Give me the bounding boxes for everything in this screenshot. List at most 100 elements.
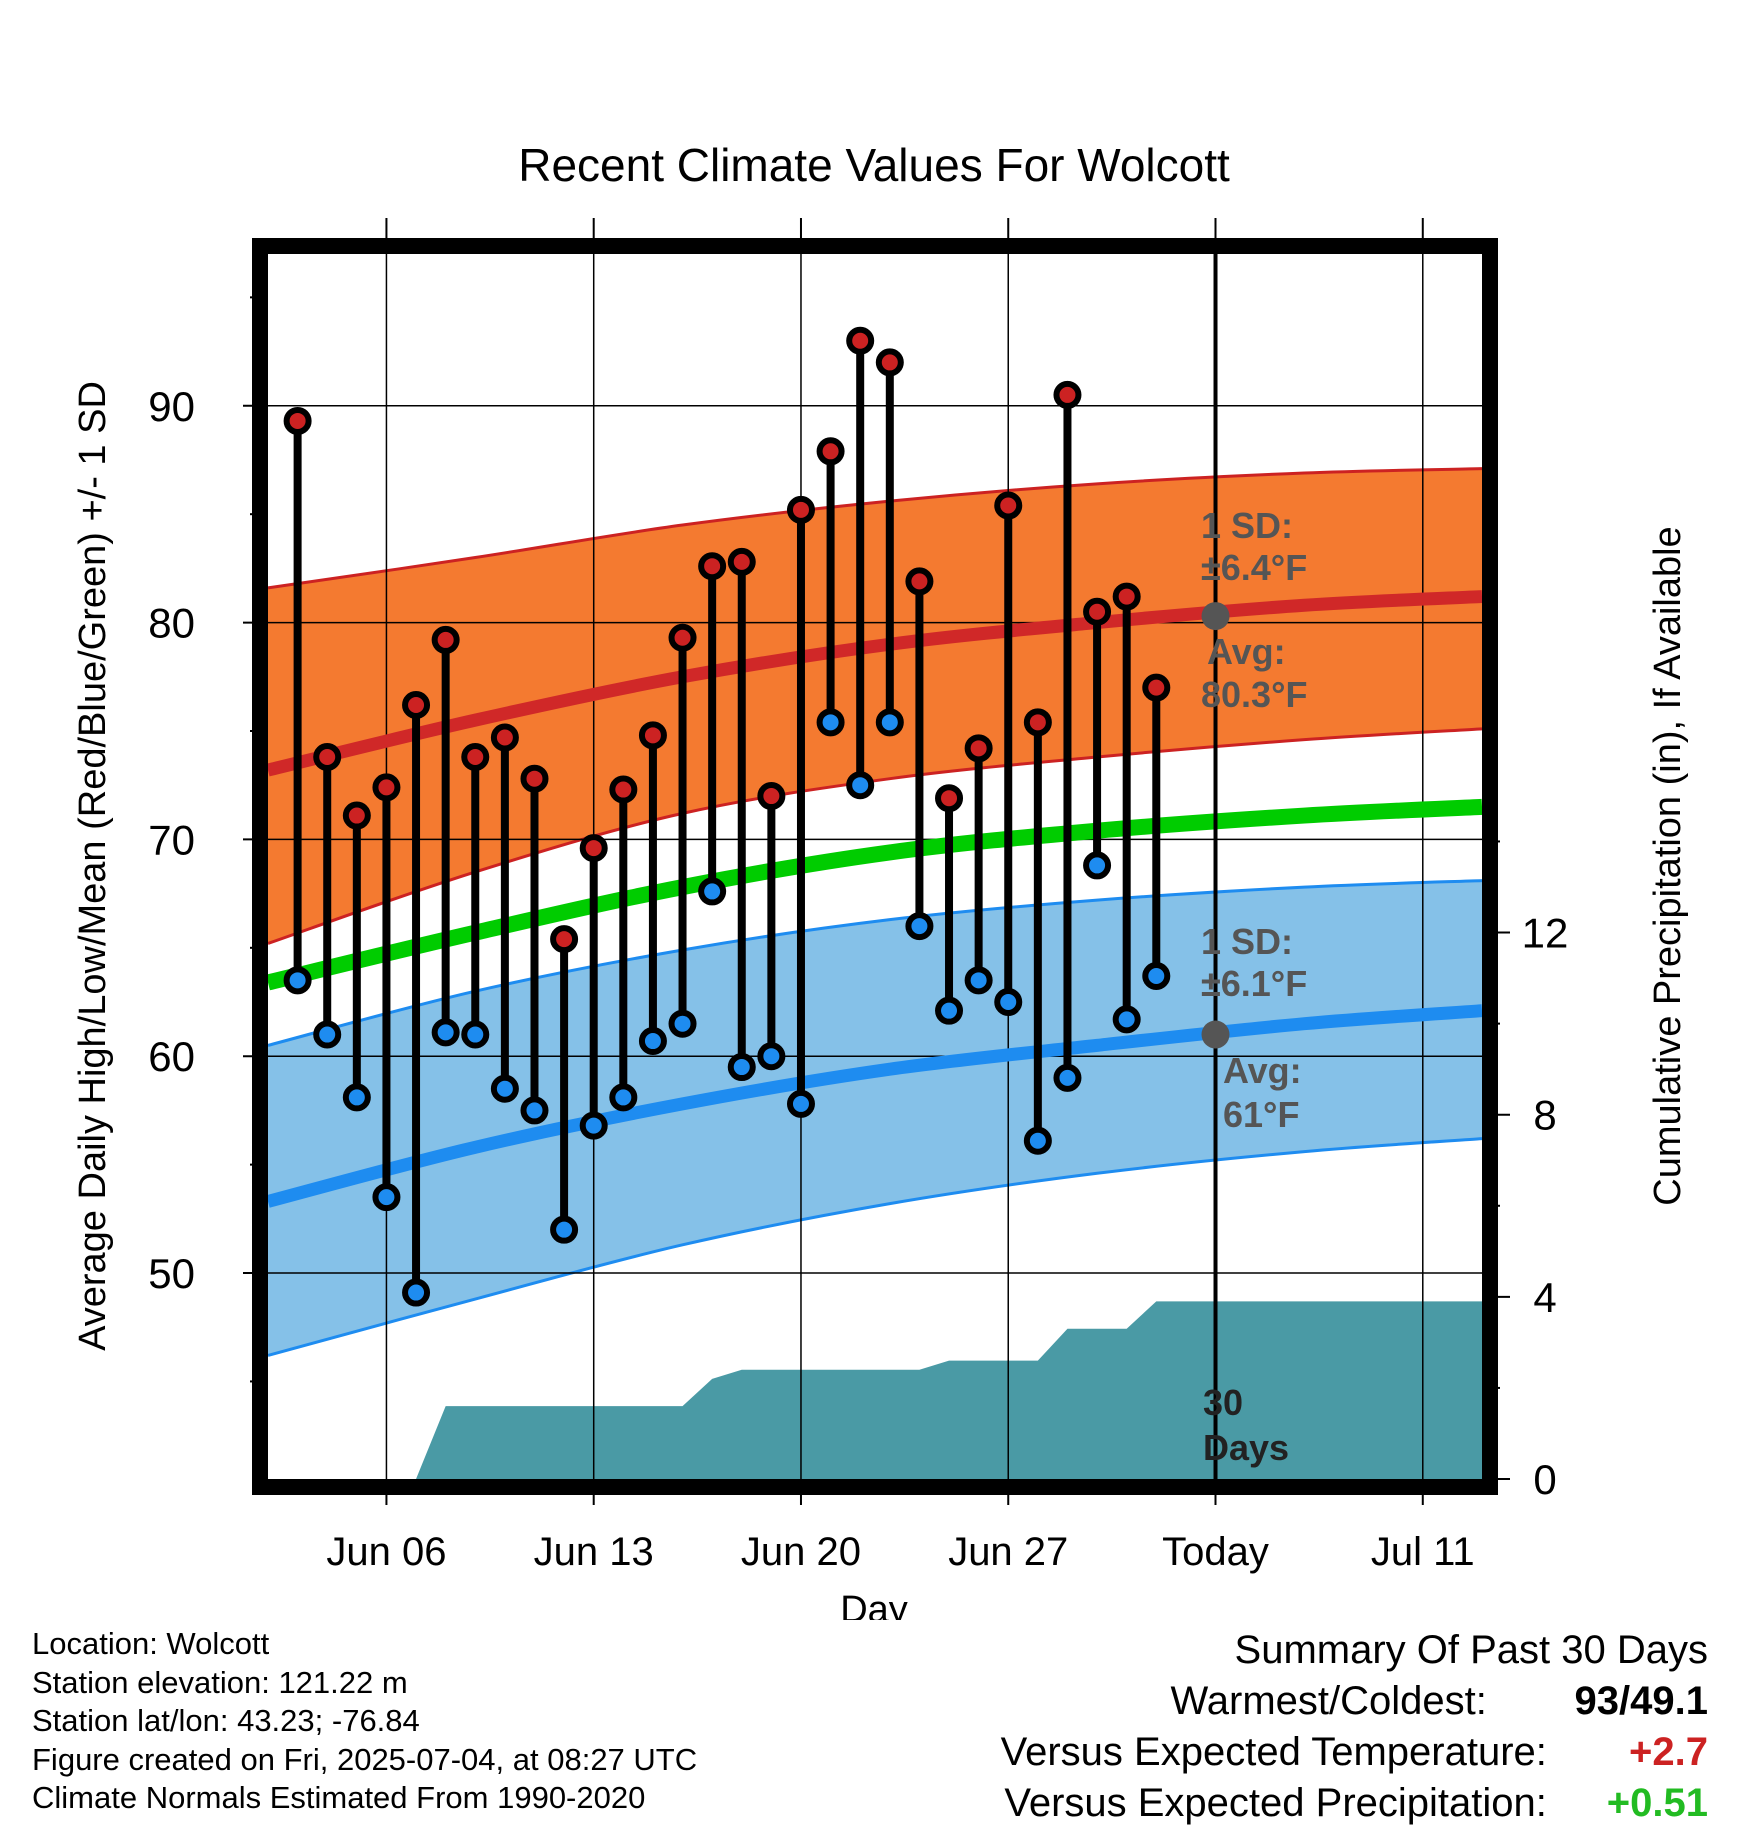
- high-dot-2025-06-06: [372, 773, 401, 802]
- high-dot-2025-06-05: [342, 801, 371, 830]
- summary-warm-cold: Warmest/Coldest: 93/49.1: [1001, 1676, 1709, 1727]
- high-dot-2025-06-13: [579, 834, 608, 863]
- today-marker: [1201, 254, 1230, 1479]
- high-dot-2025-06-28: [1023, 708, 1052, 737]
- low-dot-2025-06-12: [550, 1215, 579, 1244]
- y2-tick-label-4: 4: [1533, 1274, 1556, 1321]
- y-tick-label-50: 50: [148, 1250, 195, 1297]
- summary-title: Summary Of Past 30 Days: [1234, 1628, 1708, 1672]
- low-sd-title: 1 SD:: [1201, 921, 1293, 962]
- low-avg-value: 61°F: [1223, 1094, 1299, 1135]
- low-avg-title: Avg:: [1223, 1050, 1302, 1091]
- climate-normals-note: Climate Normals Estimated From 1990-2020: [32, 1780, 646, 1815]
- high-dot-2025-06-14: [609, 775, 638, 804]
- low-dot-2025-06-29: [1053, 1063, 1082, 1092]
- low-dot-2025-06-13: [579, 1111, 608, 1140]
- low-normal-line: [266, 1004, 1483, 1208]
- low-dot-2025-06-03: [283, 966, 312, 995]
- low-dot-2025-06-28: [1023, 1126, 1052, 1155]
- high-dot-2025-06-26: [964, 734, 993, 763]
- high-avg-marker: [1201, 602, 1230, 631]
- low-dot-2025-06-16: [668, 1009, 697, 1038]
- daily-range-sticks: [293, 340, 1161, 1293]
- axes: 50 60 70 80 90 0 4 8 12 Jun 06 Jun 13 Jun 20 Jun 27 T…: [148, 218, 1568, 1574]
- days-word: Days: [1203, 1427, 1289, 1468]
- low-dot-2025-06-30: [1083, 851, 1112, 880]
- high-dot-2025-06-19: [757, 782, 786, 811]
- low-sd-band: [268, 880, 1482, 1356]
- x-tick-label-2025-07-11: Jul 11: [1371, 1530, 1475, 1574]
- summary-temp: Versus Expected Temperature: +2.7: [1001, 1727, 1708, 1778]
- y2-axis-label: Cumulative Precipitation (in), If Availa…: [1647, 526, 1689, 1205]
- high-dot-2025-06-24: [905, 567, 934, 596]
- low-dot-2025-06-05: [342, 1083, 371, 1112]
- low-dot-2025-06-04: [313, 1020, 342, 1049]
- station-location: Location: Wolcott: [32, 1626, 270, 1661]
- high-dot-2025-06-29: [1053, 380, 1082, 409]
- low-dot-2025-06-14: [609, 1083, 638, 1112]
- high-sd-title: 1 SD:: [1201, 505, 1293, 546]
- low-sd-value: ±6.1°F: [1201, 963, 1307, 1004]
- precipitation-area: [416, 1301, 1482, 1479]
- high-dot-2025-06-10: [490, 723, 519, 752]
- x-tick-label-2025-06-27: Jun 27: [948, 1530, 1068, 1574]
- high-dot-2025-06-11: [520, 764, 549, 793]
- high-dot-2025-06-22: [846, 326, 875, 355]
- low-dot-2025-06-25: [935, 996, 964, 1025]
- y-tick-label-90: 90: [148, 383, 195, 430]
- warm-cold-label: Warmest/Coldest:: [1170, 1679, 1487, 1723]
- high-dot-2025-07-02: [1142, 673, 1171, 702]
- plot-frame: [252, 238, 1498, 1495]
- precipitation-cumulative-area: [416, 1301, 1482, 1479]
- low-dot-2025-06-18: [727, 1053, 756, 1082]
- high-dot-2025-06-03: [283, 406, 312, 435]
- x-tick-label-2025-07-04: Today: [1162, 1530, 1269, 1574]
- high-sd-value: ±6.4°F: [1201, 547, 1307, 588]
- low-dot-2025-06-07: [402, 1278, 431, 1307]
- high-dot-2025-06-18: [727, 547, 756, 576]
- low-dot-2025-06-09: [461, 1020, 490, 1049]
- high-dot-2025-06-20: [786, 495, 815, 524]
- daily-dots: [283, 326, 1171, 1307]
- station-info: Location: Wolcott Station elevation: 121…: [32, 1625, 697, 1818]
- high-dot-2025-07-01: [1112, 582, 1141, 611]
- station-elevation: Station elevation: 121.22 m: [32, 1664, 408, 1700]
- high-dot-2025-06-12: [550, 925, 579, 954]
- y2-tick-label-12: 12: [1522, 910, 1569, 957]
- high-dot-2025-06-25: [935, 784, 964, 813]
- high-sd-band: [268, 468, 1482, 944]
- x-axis-label: Day: [840, 1589, 908, 1620]
- high-dot-2025-06-04: [313, 743, 342, 772]
- high-dot-2025-06-08: [431, 625, 460, 654]
- low-dot-2025-06-27: [994, 988, 1023, 1017]
- chart-title: Recent Climate Values For Wolcott: [518, 139, 1230, 191]
- temp-label: Versus Expected Temperature:: [1000, 1730, 1547, 1774]
- summary-panel: Summary Of Past 30 Days Warmest/Coldest:…: [1001, 1625, 1708, 1829]
- high-dot-2025-06-16: [668, 623, 697, 652]
- high-dot-2025-06-30: [1083, 597, 1112, 626]
- figure-created: Figure created on Fri, 2025-07-04, at 08…: [32, 1741, 698, 1777]
- summary-precip: Versus Expected Precipitation: +0.51: [1001, 1778, 1708, 1829]
- station-latlon: Station lat/lon: 43.23; -76.84: [32, 1703, 420, 1738]
- high-avg-value: 80.3°F: [1201, 674, 1307, 715]
- low-dot-2025-07-02: [1142, 961, 1171, 990]
- days-number: 30: [1203, 1382, 1243, 1423]
- low-dot-2025-06-06: [372, 1183, 401, 1212]
- low-dot-2025-06-26: [964, 966, 993, 995]
- x-tick-label-2025-06-06: Jun 06: [326, 1530, 446, 1574]
- high-dot-2025-06-23: [875, 348, 904, 377]
- y2-tick-label-8: 8: [1533, 1092, 1556, 1139]
- x-tick-label-2025-06-20: Jun 20: [741, 1530, 861, 1574]
- low-dot-2025-06-17: [698, 877, 727, 906]
- low-dot-2025-07-01: [1112, 1005, 1141, 1034]
- low-dot-2025-06-24: [905, 912, 934, 941]
- temp-value: +2.7: [1629, 1730, 1708, 1774]
- low-dot-2025-06-23: [875, 708, 904, 737]
- high-dot-2025-06-15: [638, 721, 667, 750]
- low-dot-2025-06-11: [520, 1096, 549, 1125]
- low-avg-marker: [1201, 1020, 1230, 1049]
- y2-tick-label-0: 0: [1533, 1456, 1556, 1503]
- annotations: 1 SD: ±6.4°F Avg: 80.3°F 1 SD: ±6.1°F Av…: [1201, 505, 1307, 1468]
- low-dot-2025-06-21: [816, 708, 845, 737]
- low-dot-2025-06-19: [757, 1042, 786, 1071]
